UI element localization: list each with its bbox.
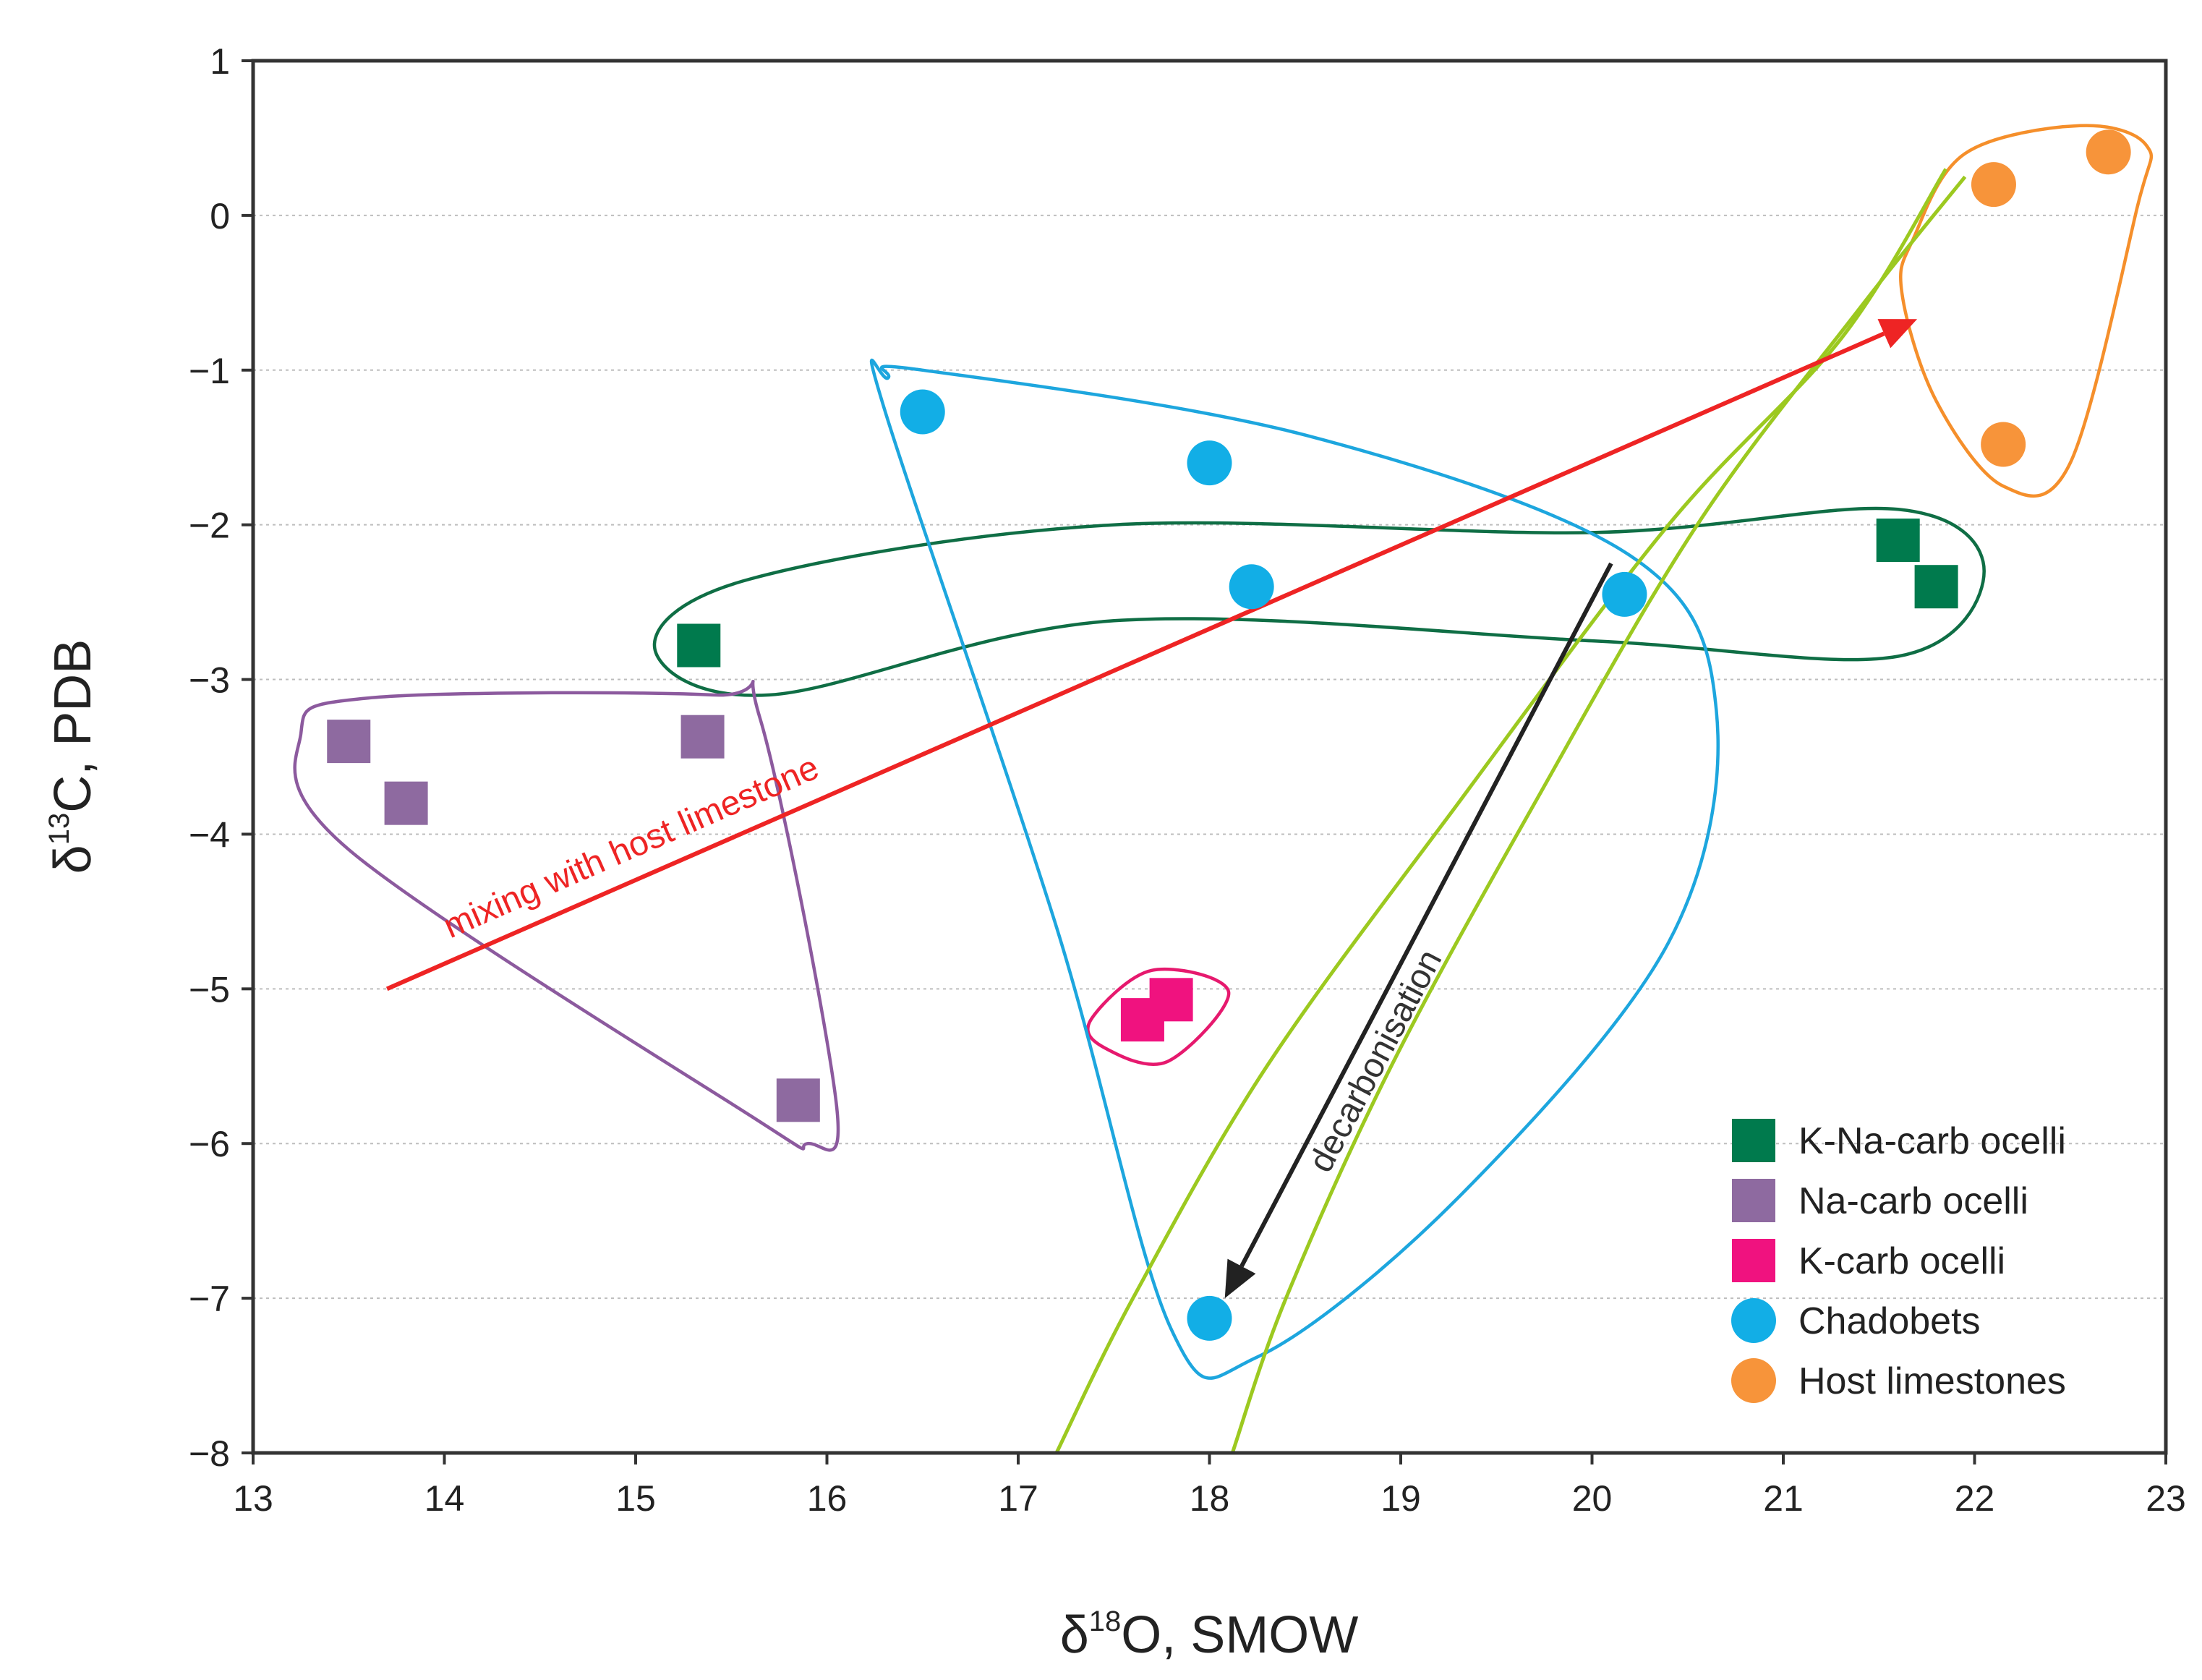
chadobets-point xyxy=(1602,572,1647,617)
legend: K-Na-carb ocelli Na-carb ocelli K-carb oce… xyxy=(1731,1119,2066,1403)
x-tick-label: 13 xyxy=(233,1478,273,1519)
k-na-carb-ocelli-point xyxy=(1877,519,1920,562)
y-tick-label: −3 xyxy=(189,660,230,701)
k-na-carb-ocelli-point xyxy=(1915,565,1958,608)
x-tick-label: 21 xyxy=(1763,1478,1804,1519)
x-axis-delta: δ xyxy=(1060,1606,1089,1664)
y-tick-label: 0 xyxy=(210,196,230,236)
trend-arrows xyxy=(387,319,1917,1298)
k-carb-ocelli-point xyxy=(1121,998,1164,1041)
x-tick-label: 17 xyxy=(998,1478,1038,1519)
host-limestones-point xyxy=(1971,162,2016,207)
y-tick-label: −8 xyxy=(189,1433,230,1474)
y-tick-label: −2 xyxy=(189,506,230,546)
y-tick-label: −4 xyxy=(189,814,230,855)
y-tick-label: −6 xyxy=(189,1124,230,1164)
legend-swatch-na-carb-ocelli xyxy=(1732,1179,1775,1222)
mixing-arrow-shaft xyxy=(387,333,1884,989)
y-axis-title: δ13C, PDB xyxy=(43,639,102,874)
y-axis-unit: C, PDB xyxy=(44,639,102,813)
y-axis-delta: δ xyxy=(44,845,102,874)
na-carb-ocelli-point xyxy=(681,715,725,759)
legend-label-k-na-carb-ocelli: K-Na-carb ocelli xyxy=(1798,1120,2066,1162)
mixing-annotation: mixing with host limestone xyxy=(438,749,824,946)
x-tick-label: 20 xyxy=(1572,1478,1613,1519)
chart: 13 14 15 16 17 18 19 20 21 22 23 1 0 −1 −2 −3 −4 −5 −6 −7 −8… xyxy=(0,0,2202,1680)
x-tick-label: 16 xyxy=(807,1478,848,1519)
host-limestones-point xyxy=(2086,129,2131,174)
na-carb-ocelli-point xyxy=(777,1078,820,1122)
na-carb-ocelli-point xyxy=(385,782,428,825)
x-axis-title: δ18O, SMOW xyxy=(1060,1606,1359,1664)
legend-swatch-k-carb-ocelli xyxy=(1732,1239,1775,1282)
legend-label-k-carb-ocelli: K-carb ocelli xyxy=(1798,1240,2005,1282)
legend-swatch-k-na-carb-ocelli xyxy=(1732,1119,1775,1162)
x-tick-label: 15 xyxy=(615,1478,656,1519)
x-tick-label: 19 xyxy=(1380,1478,1421,1519)
chadobets-point xyxy=(1187,1296,1232,1341)
chadobets-point xyxy=(1229,564,1274,609)
legend-label-host-limestones: Host limestones xyxy=(1798,1360,2066,1402)
chart-svg: 13 14 15 16 17 18 19 20 21 22 23 1 0 −1 −2 −3 −4 −5 −6 −7 −8… xyxy=(0,0,2202,1680)
legend-label-na-carb-ocelli: Na-carb ocelli xyxy=(1798,1180,2028,1222)
y-tick-label: −1 xyxy=(189,351,230,391)
y-tick-label: −5 xyxy=(189,969,230,1010)
decarbonisation-arrow-shaft xyxy=(1242,563,1611,1266)
k-na-carb-ocelli-point xyxy=(677,624,720,668)
x-tick-label: 14 xyxy=(424,1478,465,1519)
k-na-carb-enclosure xyxy=(654,508,1984,696)
host-limestones-point xyxy=(1981,422,2026,466)
axis-ticks: 13 14 15 16 17 18 19 20 21 22 23 1 0 −1 −2 −3 −4 −5 −6 −7 −8 xyxy=(189,41,2186,1519)
x-axis-unit: O, SMOW xyxy=(1121,1606,1358,1664)
legend-swatch-chadobets xyxy=(1731,1298,1776,1343)
legend-label-chadobets: Chadobets xyxy=(1798,1300,1981,1342)
legend-swatch-host-limestones xyxy=(1731,1358,1776,1403)
x-tick-label: 18 xyxy=(1190,1478,1230,1519)
chadobets-point xyxy=(1187,440,1232,485)
y-tick-label: −7 xyxy=(189,1279,230,1319)
x-tick-label: 23 xyxy=(2146,1478,2186,1519)
chadobets-point xyxy=(900,390,945,435)
y-tick-label: 1 xyxy=(210,41,230,82)
x-tick-label: 22 xyxy=(1955,1478,1995,1519)
chadobets-enclosure xyxy=(871,360,1718,1378)
na-carb-ocelli-point xyxy=(327,720,370,763)
na-carb-enclosure xyxy=(295,681,838,1150)
x-axis-isotope: 18 xyxy=(1089,1606,1122,1637)
y-axis-isotope: 13 xyxy=(43,813,75,845)
